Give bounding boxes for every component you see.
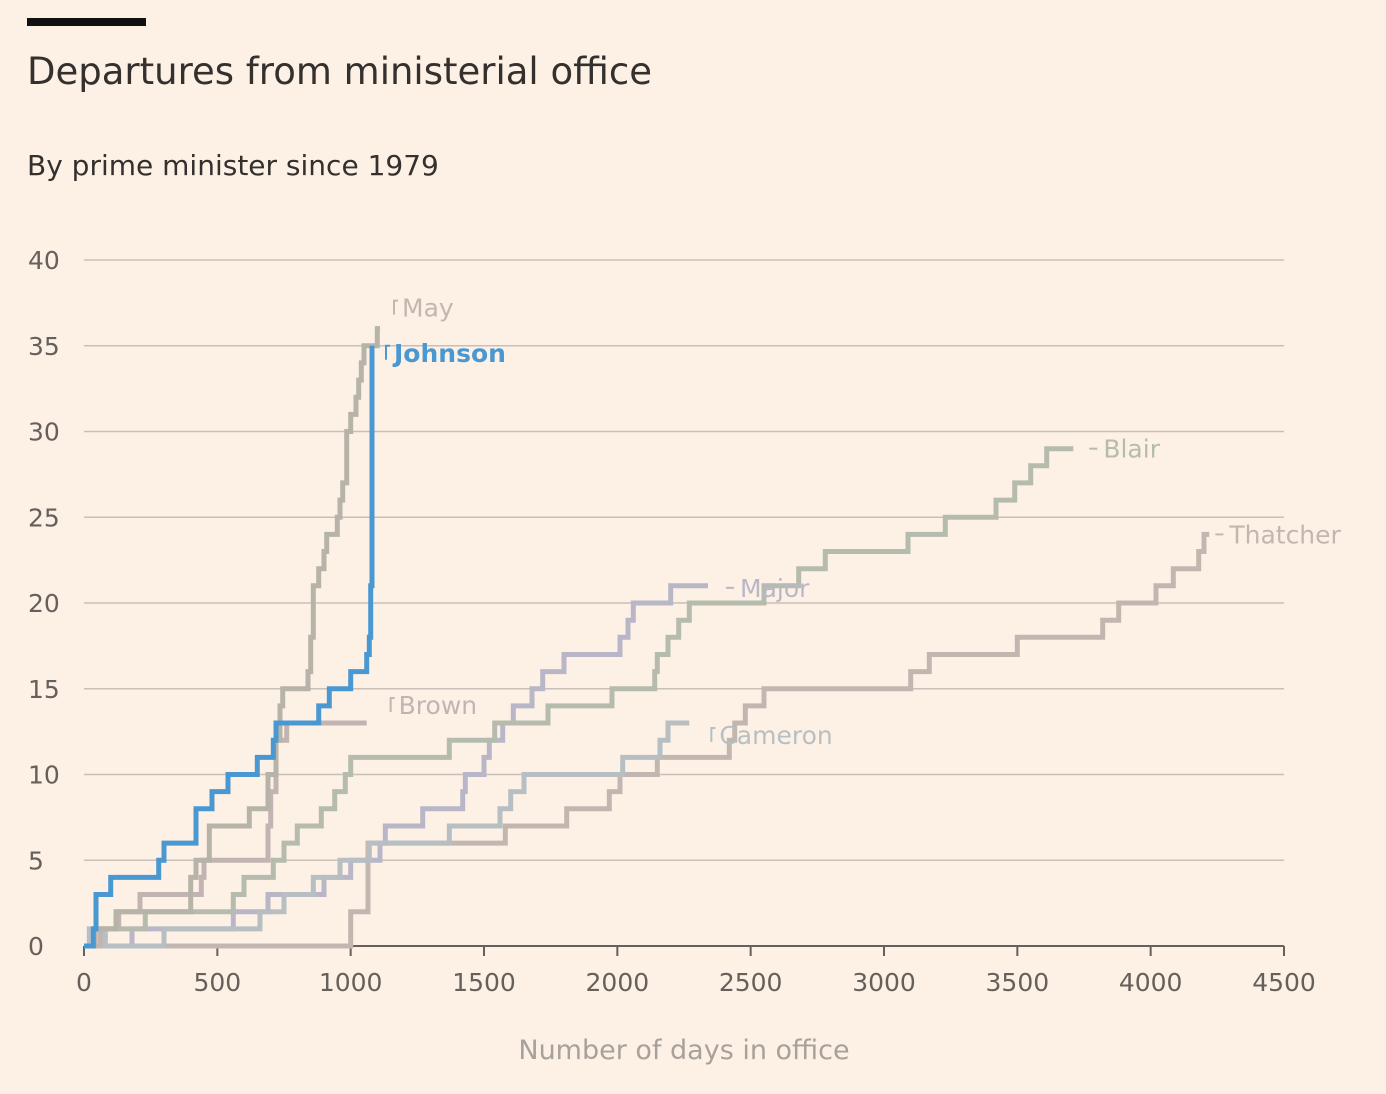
gridlines [84, 259, 1284, 861]
series-line-blair [84, 446, 1074, 949]
x-tick-label: 3500 [986, 968, 1050, 997]
label-leader [385, 344, 390, 360]
y-tick-label: 10 [28, 761, 60, 790]
chart-title: Departures from ministerial office [27, 50, 652, 93]
x-axis-title: Number of days in office [518, 1035, 849, 1066]
x-tick-label: 1500 [452, 968, 516, 997]
series-label-cameron: Cameron [719, 721, 832, 750]
x-tick-label: 2500 [719, 968, 783, 997]
y-tick-label: 0 [28, 932, 44, 961]
series-label-blair: Blair [1103, 435, 1160, 464]
y-tick-label: 15 [28, 675, 60, 704]
series-line-thatcher [84, 531, 1210, 949]
series-line-may [84, 326, 380, 949]
x-tick-label: 0 [76, 968, 92, 997]
x-tick-label: 4500 [1252, 968, 1316, 997]
axes: 0 5 10 15 20 25 30 35 40 0 500 1000 1500 2000 2500 3000… [28, 246, 1316, 997]
series-label-brown: Brown [399, 691, 477, 720]
y-tick-label: 40 [28, 246, 60, 275]
chart-subtitle: By prime minister since 1979 [27, 149, 439, 182]
series-label-major: Major [740, 574, 810, 603]
series-lines [84, 326, 1210, 949]
x-tick-label: 500 [193, 968, 241, 997]
x-tick-label: 4000 [1119, 968, 1183, 997]
y-tick-label: 5 [28, 846, 44, 875]
y-tick-label: 25 [28, 503, 60, 532]
series-label-thatcher: Thatcher [1228, 520, 1341, 549]
x-tick-label: 1000 [319, 968, 383, 997]
x-tick-label: 2000 [586, 968, 650, 997]
series-line-major [84, 583, 708, 949]
y-tick-label: 20 [28, 589, 60, 618]
series-label-may: May [402, 294, 454, 323]
y-tick-label: 35 [28, 332, 60, 361]
series-line-cameron [84, 720, 690, 949]
series-line-johnson [84, 345, 375, 949]
label-leader [393, 299, 398, 315]
label-leader [710, 727, 716, 743]
x-tick-label: 3000 [852, 968, 916, 997]
series-labels: Thatcher Major Blair Brown Cameron May Johnson [385, 294, 1342, 750]
y-tick-label: 30 [28, 418, 60, 447]
label-leader [389, 697, 395, 713]
top-rule [27, 18, 146, 26]
series-label-johnson: Johnson [392, 339, 506, 368]
